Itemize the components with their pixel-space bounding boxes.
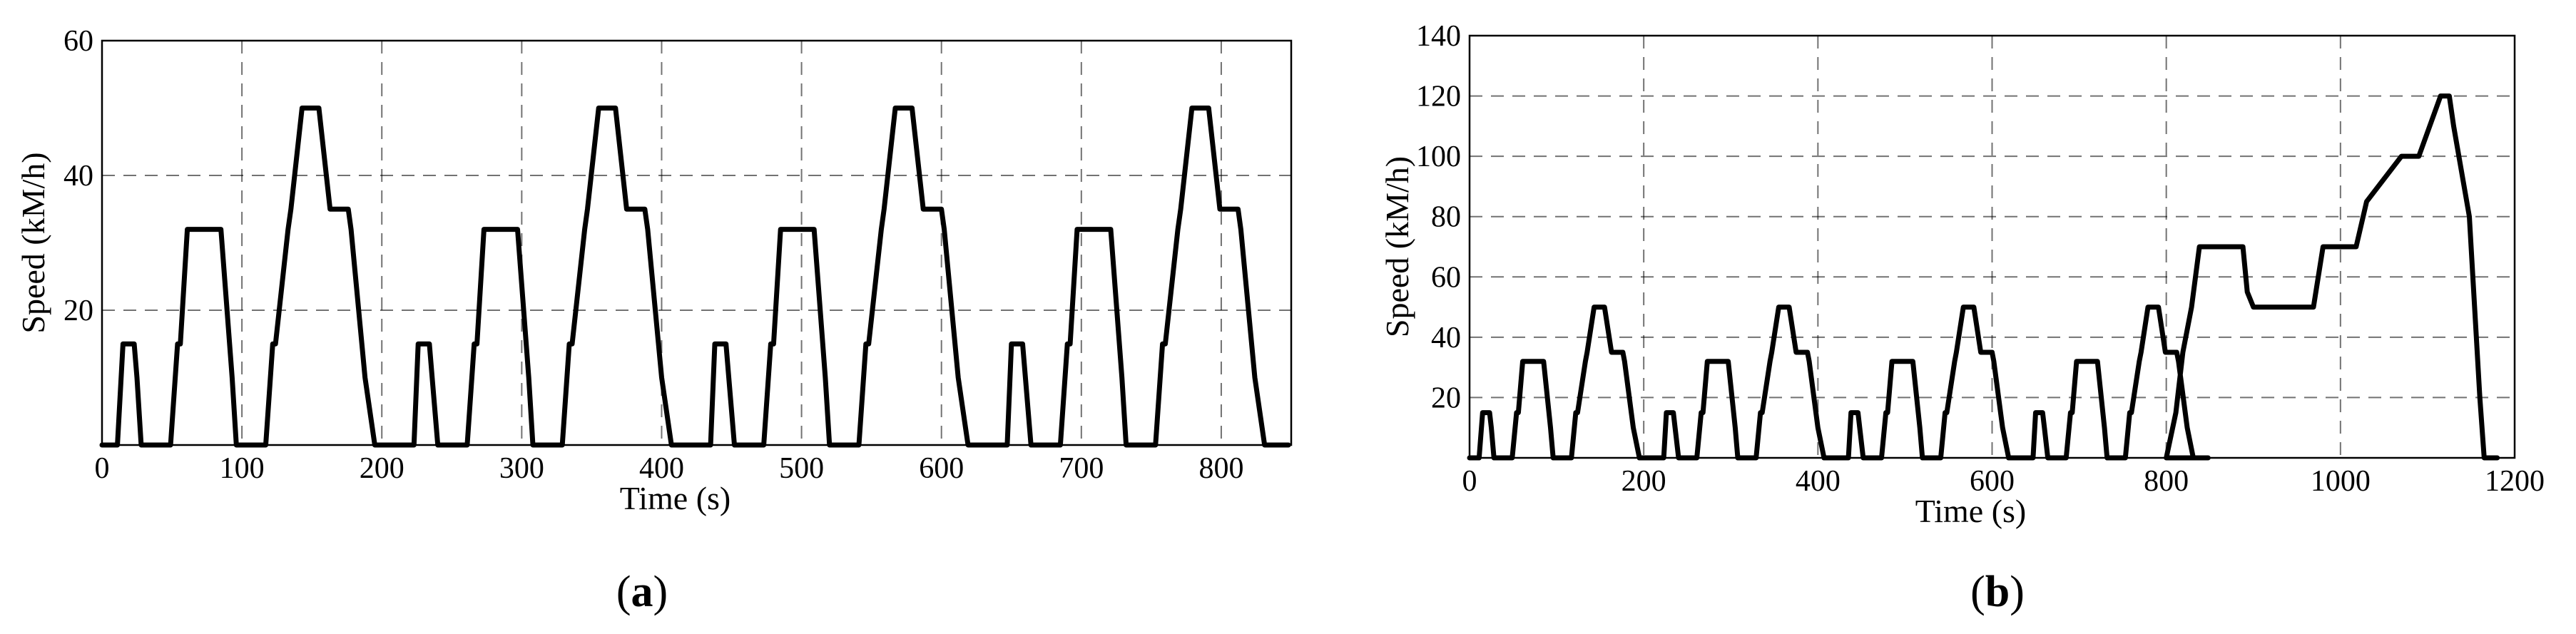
caption-open-paren: ( — [1970, 568, 1985, 616]
y-tick-label: 100 — [1416, 140, 1461, 173]
x-tick-label: 400 — [639, 452, 684, 485]
chart-panel-b: 0 200 400 600 800 1000 1200 20 40 60 80 100 120 140 Ti… — [1379, 20, 2545, 616]
x-tick-label: 0 — [95, 452, 110, 485]
x-tick-label: 1200 — [2485, 465, 2545, 498]
x-tick-label: 100 — [220, 452, 265, 485]
x-axis-label: Time (s) — [1915, 493, 2027, 529]
x-axis-label: Time (s) — [620, 480, 731, 516]
x-tick-label: 800 — [1198, 452, 1243, 485]
y-tick-label: 40 — [63, 160, 93, 193]
chart-panel-a: 0 100 200 300 400 500 600 700 800 20 40 60 Time (s) S… — [15, 25, 1293, 616]
panel-caption: (b) — [1970, 568, 2025, 616]
y-tick-label: 20 — [1431, 382, 1461, 414]
caption-letter: a — [631, 568, 653, 616]
x-tick-label: 600 — [1970, 465, 2015, 498]
y-tick-label: 80 — [1431, 201, 1461, 234]
x-tick-label: 500 — [779, 452, 824, 485]
x-tick-label: 200 — [1622, 465, 1666, 498]
caption-open-paren: ( — [616, 568, 631, 616]
caption-letter: b — [1985, 568, 2010, 616]
x-tick-label: 600 — [919, 452, 964, 485]
x-tick-label: 1000 — [2311, 465, 2371, 498]
y-tick-label: 20 — [63, 295, 93, 327]
y-tick-label: 60 — [63, 25, 93, 58]
y-tick-label: 60 — [1431, 261, 1461, 294]
x-tick-label: 200 — [360, 452, 404, 485]
y-tick-label: 40 — [1431, 322, 1461, 354]
caption-close-paren: ) — [2010, 568, 2025, 616]
series-line — [99, 106, 1291, 448]
x-tick-label: 700 — [1059, 452, 1104, 485]
y-axis-label: Speed (kM/h) — [1379, 156, 1415, 337]
y-tick-label: 120 — [1416, 81, 1461, 113]
series-line — [1467, 93, 2500, 461]
panel-caption: (a) — [616, 568, 668, 616]
x-tick-label: 300 — [499, 452, 544, 485]
x-tick-label: 800 — [2144, 465, 2189, 498]
x-tick-label: 0 — [1462, 465, 1477, 498]
caption-close-paren: ) — [653, 568, 668, 616]
y-tick-label: 140 — [1416, 20, 1461, 53]
x-tick-label: 400 — [1796, 465, 1841, 498]
plot-frame — [1468, 34, 2516, 459]
y-axis-label: Speed (kM/h) — [15, 152, 51, 333]
